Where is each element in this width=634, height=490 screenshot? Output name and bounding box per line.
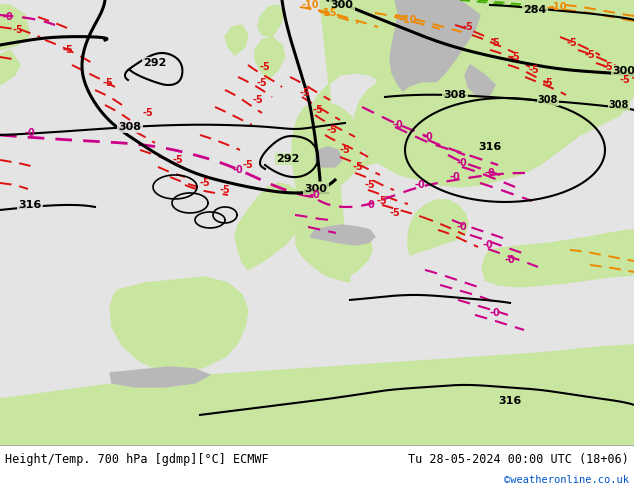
Text: Height/Temp. 700 hPa [gdmp][°C] ECMWF: Height/Temp. 700 hPa [gdmp][°C] ECMWF <box>5 453 269 466</box>
Text: -5: -5 <box>219 185 230 195</box>
Text: -5: -5 <box>103 78 113 88</box>
Polygon shape <box>0 345 634 445</box>
Text: -0: -0 <box>450 172 460 182</box>
Text: 316: 316 <box>498 396 522 406</box>
Text: -10: -10 <box>301 0 319 10</box>
Polygon shape <box>110 277 248 373</box>
Text: 284: 284 <box>523 5 547 15</box>
Polygon shape <box>0 5 30 50</box>
Text: -15: -15 <box>320 8 337 18</box>
Text: -5: -5 <box>619 75 630 85</box>
Text: 308: 308 <box>119 122 141 132</box>
Text: -0: -0 <box>25 128 36 138</box>
Text: -5: -5 <box>529 65 540 75</box>
Text: -5: -5 <box>13 25 23 35</box>
Polygon shape <box>310 225 375 245</box>
Text: -5: -5 <box>543 78 553 88</box>
Text: -5: -5 <box>63 45 74 55</box>
Text: 292: 292 <box>276 154 300 164</box>
Text: 308: 308 <box>609 100 629 110</box>
Text: -5: -5 <box>252 95 263 105</box>
Text: -5: -5 <box>327 125 337 135</box>
Text: -0: -0 <box>309 190 320 200</box>
Text: -5: -5 <box>567 38 578 48</box>
Text: -0: -0 <box>392 120 403 130</box>
Text: -5: -5 <box>143 108 153 118</box>
Text: -0: -0 <box>505 255 515 265</box>
Polygon shape <box>255 37 285 80</box>
Polygon shape <box>315 147 342 167</box>
Text: -5: -5 <box>260 62 270 72</box>
Text: 308: 308 <box>444 90 467 100</box>
Text: -0: -0 <box>456 158 467 168</box>
Text: -10: -10 <box>549 2 567 12</box>
Text: 300: 300 <box>612 66 634 76</box>
Polygon shape <box>408 200 468 255</box>
Text: -5: -5 <box>463 22 474 32</box>
Text: -5: -5 <box>243 160 254 170</box>
Polygon shape <box>482 230 634 287</box>
Polygon shape <box>334 230 372 277</box>
Text: -5: -5 <box>510 52 521 62</box>
Polygon shape <box>110 367 210 387</box>
Text: -5: -5 <box>200 178 210 188</box>
Text: ©weatheronline.co.uk: ©weatheronline.co.uk <box>504 475 629 485</box>
Text: -5: -5 <box>365 180 375 190</box>
Polygon shape <box>235 183 302 270</box>
Polygon shape <box>296 0 634 282</box>
Text: 300: 300 <box>304 184 327 194</box>
Polygon shape <box>225 25 248 55</box>
Text: -5: -5 <box>390 208 401 218</box>
Text: 292: 292 <box>143 58 167 68</box>
Text: -5: -5 <box>172 155 183 165</box>
Text: 308: 308 <box>538 95 558 105</box>
Text: -0: -0 <box>3 12 13 22</box>
Text: -0: -0 <box>233 165 243 175</box>
Polygon shape <box>0 50 20 85</box>
Text: -0: -0 <box>415 180 425 190</box>
Text: -5: -5 <box>313 105 323 115</box>
Polygon shape <box>358 83 490 167</box>
Text: -0: -0 <box>365 200 375 210</box>
Text: -5: -5 <box>257 78 268 88</box>
Text: -5: -5 <box>585 50 595 60</box>
Polygon shape <box>258 5 285 37</box>
Text: -5: -5 <box>377 196 387 206</box>
Text: -10: -10 <box>399 15 417 25</box>
Text: -5: -5 <box>340 145 351 155</box>
Text: -0: -0 <box>456 222 467 232</box>
Polygon shape <box>292 103 362 215</box>
Text: -0: -0 <box>484 168 495 178</box>
Text: -5: -5 <box>300 88 311 98</box>
Polygon shape <box>390 0 480 95</box>
Text: 316: 316 <box>479 142 501 152</box>
Text: -5: -5 <box>489 38 500 48</box>
Text: Tu 28-05-2024 00:00 UTC (18+06): Tu 28-05-2024 00:00 UTC (18+06) <box>408 453 629 466</box>
Text: -0: -0 <box>482 240 493 250</box>
Text: 300: 300 <box>330 0 353 10</box>
Text: -0: -0 <box>489 308 500 318</box>
Text: -0: -0 <box>423 132 434 142</box>
Text: -5: -5 <box>603 62 613 72</box>
Text: -5: -5 <box>353 162 363 172</box>
Polygon shape <box>465 65 495 97</box>
Text: 316: 316 <box>18 200 42 210</box>
